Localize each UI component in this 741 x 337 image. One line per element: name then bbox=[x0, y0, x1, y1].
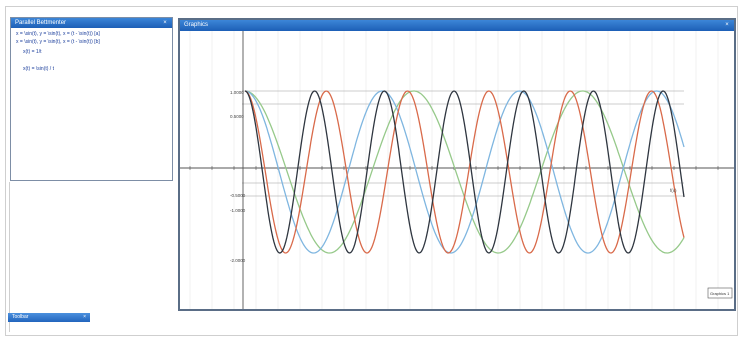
algebra-item[interactable]: x = \sin(t), y = \sin(t), x = (t - \sin(… bbox=[16, 39, 100, 45]
corner-label: Graphics 1 bbox=[707, 287, 733, 299]
graphics-canvas[interactable]: 1.0000 0.5000 -0.5000 -1.0000 -2.0000 f(… bbox=[180, 31, 734, 309]
algebra-panel: Parallel Bettmenter × x = \sin(t), y = \… bbox=[10, 17, 173, 181]
y-label: 1.0000 bbox=[230, 90, 244, 95]
x-axis-note: f(x) bbox=[670, 188, 677, 193]
y-label: -2.0000 bbox=[230, 258, 246, 263]
svg-text:Graphics 1: Graphics 1 bbox=[710, 291, 730, 296]
toolbar-close-icon[interactable]: × bbox=[83, 314, 86, 320]
toolbar-label: Toolbar bbox=[12, 314, 29, 320]
left-divider bbox=[9, 182, 10, 332]
curves bbox=[244, 90, 685, 254]
y-label: -0.5000 bbox=[230, 193, 246, 198]
curve-red[interactable] bbox=[244, 90, 685, 254]
y-axis-labels: 1.0000 0.5000 -0.5000 -1.0000 -2.0000 bbox=[230, 90, 246, 263]
curve-dark[interactable] bbox=[244, 90, 685, 254]
graphics-titlebar[interactable]: Graphics × bbox=[180, 20, 734, 31]
y-label: 0.5000 bbox=[230, 114, 244, 119]
algebra-close-icon[interactable]: × bbox=[163, 20, 167, 26]
toolbar-panel[interactable]: Toolbar × bbox=[8, 313, 90, 322]
graphics-title: Graphics bbox=[184, 22, 209, 28]
algebra-item[interactable]: x = \sin(t), y = \sin(t), x = (t - \sin(… bbox=[16, 31, 100, 37]
algebra-item[interactable]: x(t) = \sin(t) / t bbox=[23, 66, 54, 72]
algebra-titlebar[interactable]: Parallel Bettmenter × bbox=[11, 18, 172, 28]
y-label: -1.0000 bbox=[230, 208, 246, 213]
graphics-panel: Graphics × 1.0000 0.5000 -0.5000 -1.0000… bbox=[178, 18, 736, 311]
algebra-title: Parallel Bettmenter bbox=[15, 20, 67, 26]
algebra-item[interactable]: x(t) = 1/t bbox=[23, 49, 42, 55]
curve-blue[interactable] bbox=[244, 90, 685, 254]
graphics-close-icon[interactable]: × bbox=[725, 22, 729, 28]
curve-green[interactable] bbox=[244, 90, 685, 254]
